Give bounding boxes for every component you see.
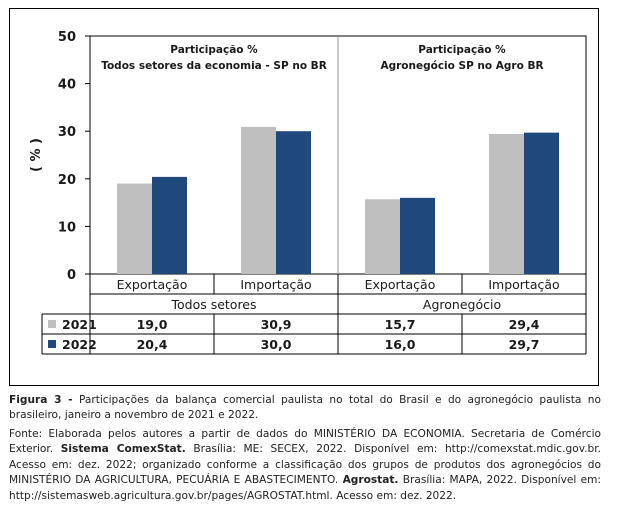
source-agrostat: Agrostat. (342, 474, 399, 487)
category-label: Exportação (117, 277, 188, 292)
source-text-b: Brasília: ME: SECEX, 2022. Disponível em… (9, 443, 601, 487)
data-label-2022-2: 16,0 (385, 337, 416, 352)
panel-title-line1: Participação % (418, 44, 506, 56)
figure-text: Participações da balança comercial pauli… (9, 394, 601, 422)
data-label-2022-3: 29,7 (509, 337, 540, 352)
category-label: Importação (488, 277, 559, 292)
category-label: Importação (240, 277, 311, 292)
data-label-2021-0: 19,0 (137, 317, 168, 332)
legend-label-2021: 2021 (62, 317, 97, 332)
y-tick-label: 30 (58, 125, 76, 140)
bar-chart: 0 10 20 30 40 50 ( % ) Participação % Todos seto… (29, 30, 587, 355)
y-tick-label: 40 (58, 78, 76, 93)
source-text-a: Fonte: Elaborada pelos autores a partir … (9, 428, 601, 456)
y-tick-label: 20 (58, 173, 76, 188)
data-label-2022-1: 30,0 (261, 337, 292, 352)
chart-frame: 0 10 20 30 40 50 ( % ) Participação % Todos seto… (9, 8, 599, 386)
figure-label: Figura 3 - (9, 394, 73, 406)
legend-swatch-2022 (48, 340, 56, 348)
panel-title-line1: Participação % (170, 44, 258, 56)
bar-2021-2 (365, 199, 400, 274)
y-tick-label: 10 (58, 220, 76, 235)
source-sistema: Sistema ComexStat. (60, 443, 186, 456)
bar-2021-0 (117, 183, 152, 274)
data-label-2021-2: 15,7 (385, 317, 416, 332)
y-tick-label: 0 (67, 268, 76, 283)
y-tick-label: 50 (58, 30, 76, 45)
legend-swatch-2021 (48, 320, 56, 328)
bar-2021-3 (489, 134, 524, 274)
legend-label-2022: 2022 (62, 337, 97, 352)
y-axis-label: ( % ) (29, 138, 44, 172)
panel-title-line2: Todos setores da economia - SP no BR (101, 60, 327, 72)
data-label-2021-1: 30,9 (261, 317, 292, 332)
group-label: Todos setores (170, 297, 256, 312)
data-label-2021-3: 29,4 (509, 317, 540, 332)
bar-2022-1 (276, 131, 311, 274)
panel-title-line2: Agronegócio SP no Agro BR (380, 60, 543, 72)
source-text-c: Brasília: MAPA, 2022. Disponível em: htt… (9, 474, 602, 502)
bar-2021-1 (241, 126, 276, 274)
figure-caption: Figura 3 - Participações da balança come… (9, 393, 601, 424)
category-label: Exportação (365, 277, 436, 292)
data-label-2022-0: 20,4 (137, 337, 168, 352)
bar-2022-2 (400, 197, 435, 274)
group-label: Agronegócio (423, 297, 501, 312)
bar-2022-3 (524, 132, 559, 274)
bar-2022-0 (152, 176, 187, 274)
figure-source: Fonte: Elaborada pelos autores a partir … (9, 427, 601, 504)
